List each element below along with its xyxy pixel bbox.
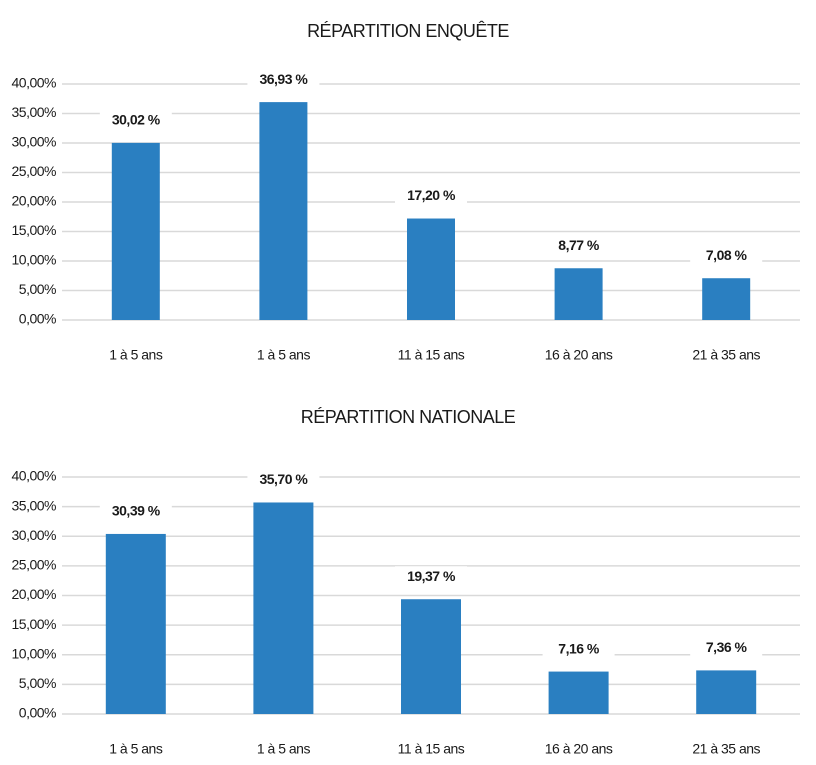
value-label: 30,39 % [112,503,161,519]
y-tick-label: 20,00% [12,193,57,209]
chart-title: RÉPARTITION NATIONALE [301,407,516,427]
value-label: 19,37 % [407,568,456,584]
label-bg [542,235,615,258]
value-label: 7,16 % [558,640,600,656]
value-label: 7,08 % [706,247,748,263]
y-tick-label: 10,00% [12,645,57,661]
y-tick-label: 30,00% [12,134,57,150]
label-bg [247,69,320,92]
y-tick-label: 40,00% [12,468,57,484]
bar [407,218,455,320]
bar [111,142,160,320]
x-tick-label: 1 à 5 ans [257,741,311,757]
x-tick-label: 21 à 35 ans [692,741,760,757]
value-label: 30,02 % [112,112,161,128]
label-bg [395,185,467,208]
y-tick-label: 40,00% [12,75,57,91]
x-tick-label: 1 à 5 ans [109,347,163,363]
y-tick-label: 35,00% [12,497,57,513]
label-bg [395,566,467,589]
bar [548,671,609,714]
bar [401,599,461,714]
y-tick-label: 0,00% [19,311,56,327]
value-label: 17,20 % [407,187,456,203]
bar [259,102,308,320]
bar [253,502,314,714]
chart-title: RÉPARTITION ENQUÊTE [307,21,509,41]
y-tick-label: 5,00% [19,675,56,691]
bar [696,670,757,714]
label-bg [690,245,763,268]
label-bg [690,637,763,660]
y-tick-label: 15,00% [12,616,57,632]
x-tick-label: 16 à 20 ans [545,347,613,363]
y-tick-label: 35,00% [12,104,57,120]
x-tick-label: 21 à 35 ans [692,347,760,363]
y-tick-label: 30,00% [12,527,57,543]
label-bg [247,469,320,492]
bar [554,268,603,320]
y-tick-label: 5,00% [19,281,56,297]
y-tick-label: 10,00% [12,252,57,268]
label-bg [99,109,172,132]
bar [702,278,751,320]
x-tick-label: 1 à 5 ans [109,741,163,757]
y-tick-label: 15,00% [12,222,57,238]
x-tick-label: 16 à 20 ans [545,741,613,757]
label-bg [542,638,615,661]
y-tick-label: 20,00% [12,586,57,602]
value-label: 36,93 % [259,71,308,87]
x-tick-label: 11 à 15 ans [398,741,465,757]
x-tick-label: 1 à 5 ans [257,347,311,363]
y-tick-label: 25,00% [12,163,57,179]
value-label: 8,77 % [558,237,600,253]
label-bg [99,500,172,523]
y-tick-label: 0,00% [19,705,56,721]
value-label: 35,70 % [259,471,308,487]
x-tick-label: 11 à 15 ans [398,347,465,363]
value-label: 7,36 % [706,639,748,655]
y-tick-label: 25,00% [12,557,57,573]
bar [105,533,166,714]
